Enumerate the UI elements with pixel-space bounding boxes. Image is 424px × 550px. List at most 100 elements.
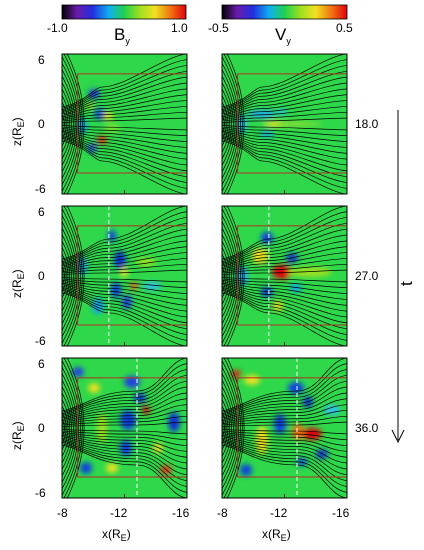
field-line-arc	[222, 246, 231, 306]
field-line	[222, 126, 347, 137]
panel-plot-area	[62, 54, 187, 194]
field-line	[222, 100, 347, 119]
field-line	[222, 59, 347, 109]
field-blob	[120, 440, 132, 456]
field-line-arc	[222, 392, 232, 464]
field-blob	[134, 393, 146, 403]
panel-plot-area	[222, 206, 347, 346]
field-line	[222, 291, 347, 341]
field-line-arc	[223, 358, 243, 498]
field-line	[222, 433, 347, 452]
x-tick-mid: -12	[110, 506, 128, 520]
field-line	[222, 386, 347, 419]
field-line-arc	[226, 358, 245, 498]
field-blob	[92, 298, 104, 314]
colorbar-vy-max-label: 0.5	[336, 21, 353, 35]
field-line-arc	[62, 227, 76, 325]
panel-by-t2	[61, 205, 188, 347]
y-tick-bottom: -6	[35, 182, 46, 196]
analysis-box	[77, 377, 187, 478]
field-blob	[290, 284, 302, 292]
colorbar-by-gradient	[61, 4, 187, 20]
y-tick-top: 6	[38, 205, 45, 219]
y-axis-label: z(RE)	[10, 269, 26, 298]
field-line-arc	[222, 359, 241, 497]
panel-plot-area	[222, 358, 347, 498]
colorbar-vy-gradient	[221, 4, 348, 20]
field-line-arc	[223, 54, 243, 194]
field-line	[62, 129, 187, 148]
field-line-arc	[66, 54, 85, 194]
field-blob	[103, 112, 113, 120]
field-line	[222, 139, 347, 189]
field-line-arc	[222, 372, 238, 484]
y-tick-bottom: -6	[35, 334, 46, 348]
colorbar-vy-min-label: -0.5	[208, 21, 229, 35]
field-line	[62, 440, 187, 481]
field-line	[222, 369, 347, 414]
analysis-box	[77, 225, 187, 326]
field-line	[222, 54, 347, 108]
field-line	[222, 440, 347, 481]
field-line	[62, 386, 187, 419]
field-blob	[316, 449, 328, 459]
y-axis-row-1: 6 0 -6 z(RE)	[10, 53, 46, 196]
field-line	[62, 111, 187, 122]
field-line-arc	[222, 68, 238, 180]
panel-by-t1	[61, 53, 188, 195]
x-axis-label: x(RE)	[262, 527, 291, 543]
field-blob	[143, 282, 161, 290]
field-line-arc	[222, 55, 241, 193]
field-line-arc	[222, 240, 232, 312]
colorbar-by-title: By	[114, 25, 130, 46]
time-label-1: 18.0	[355, 117, 379, 131]
y-axis-row-3: 6 0 -6 z(RE)	[10, 357, 46, 500]
field-line	[62, 433, 187, 452]
analysis-box	[77, 73, 187, 174]
x-tick-left: -8	[217, 506, 228, 520]
field-line-arc	[222, 94, 231, 154]
field-line	[222, 111, 347, 122]
field-line-arc	[62, 75, 76, 173]
field-line	[62, 54, 187, 108]
field-line-arc	[62, 233, 74, 319]
panel-vy-t3	[221, 357, 348, 499]
field-line-arc	[222, 385, 234, 471]
field-line-arc	[222, 81, 234, 167]
time-axis-label: t	[397, 281, 416, 286]
field-line	[62, 132, 187, 160]
field-blob	[168, 412, 180, 432]
field-line	[62, 59, 187, 109]
field-blob	[97, 413, 107, 443]
colorbar-by: -1.0 1.0 By	[47, 4, 188, 46]
field-line-arc	[62, 68, 78, 180]
field-line-arc	[62, 372, 78, 484]
field-line-arc	[62, 214, 80, 338]
field-line-arc	[62, 240, 72, 312]
field-line-arc	[62, 107, 67, 141]
time-label-3: 36.0	[355, 421, 379, 435]
field-line	[62, 126, 187, 137]
field-line-arc	[62, 246, 71, 306]
field-blob	[288, 267, 332, 277]
field-line	[62, 65, 187, 110]
field-line-arc	[62, 207, 81, 345]
field-line-arc	[222, 379, 236, 477]
field-line-arc	[62, 259, 67, 293]
field-blob	[97, 136, 107, 144]
field-blob	[324, 405, 340, 415]
field-line-arc	[62, 411, 67, 445]
field-line-arc	[222, 107, 227, 141]
x-tick-right: -16	[172, 506, 190, 520]
field-line	[222, 88, 347, 116]
panel-plot-area	[62, 206, 187, 346]
analysis-box	[237, 225, 347, 326]
field-line-arc	[222, 227, 236, 325]
x-axis-left: -8 -12 -16 x(RE)	[57, 506, 190, 543]
field-blob	[288, 382, 304, 394]
panel-field-lines	[222, 54, 347, 194]
field-line-arc	[62, 62, 80, 186]
field-line	[62, 140, 187, 194]
colorbar-by-min-label: -1.0	[47, 21, 68, 35]
y-tick-zero: 0	[38, 269, 45, 283]
